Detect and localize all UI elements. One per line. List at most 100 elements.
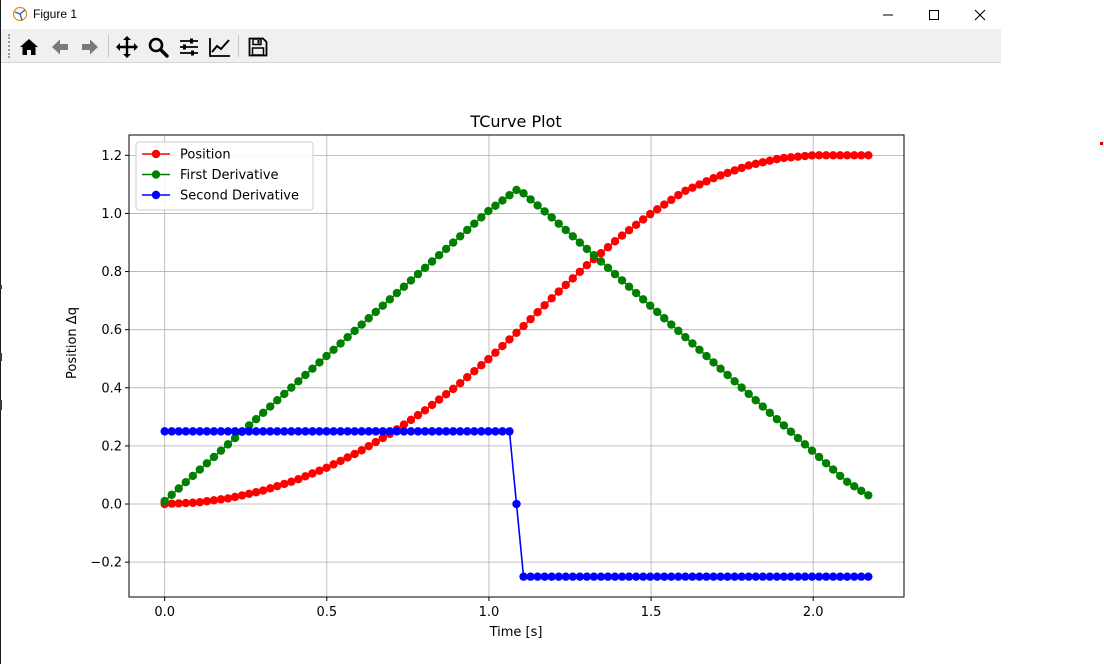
x-tick-label: 1.5 bbox=[641, 605, 662, 620]
series-first-derivative bbox=[160, 185, 873, 506]
data-point-position bbox=[364, 441, 373, 451]
configure-subplots-button[interactable] bbox=[175, 33, 203, 61]
data-point-first-derivative bbox=[744, 389, 753, 399]
x-tick-label: 0.5 bbox=[316, 605, 337, 620]
data-point-position bbox=[779, 153, 789, 163]
data-point-first-derivative bbox=[709, 358, 718, 367]
data-point-second-derivative bbox=[301, 427, 310, 436]
data-point-first-derivative bbox=[343, 332, 352, 342]
data-point-second-derivative bbox=[463, 427, 472, 436]
data-point-position bbox=[258, 486, 268, 495]
data-point-position bbox=[674, 190, 683, 200]
data-point-first-derivative bbox=[526, 195, 535, 204]
stray-red-dot bbox=[1100, 142, 1103, 145]
forward-button[interactable] bbox=[76, 33, 104, 61]
legend-label: First Derivative bbox=[180, 168, 279, 183]
data-point-second-derivative bbox=[850, 572, 859, 581]
zoom-button[interactable] bbox=[144, 33, 172, 61]
data-point-position bbox=[251, 488, 261, 497]
data-point-position bbox=[681, 186, 690, 196]
maximize-button[interactable] bbox=[911, 0, 957, 29]
data-point-position bbox=[188, 498, 198, 507]
legend-entry-first-derivative: First Derivative bbox=[142, 168, 279, 183]
data-point-second-derivative bbox=[835, 572, 845, 581]
data-point-position bbox=[723, 168, 732, 178]
save-button[interactable] bbox=[244, 33, 272, 61]
data-point-first-derivative bbox=[793, 433, 803, 443]
edit-axis-button[interactable] bbox=[206, 33, 234, 61]
data-point-first-derivative bbox=[702, 351, 711, 361]
close-button[interactable] bbox=[957, 0, 1003, 29]
data-point-second-derivative bbox=[624, 572, 634, 581]
data-point-second-derivative bbox=[730, 572, 739, 581]
home-button[interactable] bbox=[15, 33, 43, 61]
data-point-position bbox=[800, 151, 810, 161]
data-point-first-derivative bbox=[287, 383, 296, 392]
data-point-second-derivative bbox=[406, 427, 416, 436]
data-point-second-derivative bbox=[688, 572, 697, 581]
data-point-position bbox=[287, 477, 296, 486]
data-point-second-derivative bbox=[167, 427, 176, 436]
data-point-second-derivative bbox=[617, 572, 627, 581]
data-point-first-derivative bbox=[406, 276, 416, 285]
pan-icon bbox=[116, 36, 138, 58]
data-point-position bbox=[582, 261, 592, 270]
x-tick-label: 2.0 bbox=[803, 605, 824, 620]
minimize-button[interactable] bbox=[865, 0, 911, 29]
data-point-first-derivative bbox=[786, 427, 796, 436]
data-point-position bbox=[434, 395, 444, 404]
data-point-position bbox=[547, 294, 556, 303]
data-point-first-derivative bbox=[589, 251, 599, 260]
data-point-position bbox=[568, 274, 577, 283]
data-point-second-derivative bbox=[751, 572, 760, 581]
data-point-second-derivative bbox=[547, 572, 556, 581]
chart-title: TCurve Plot bbox=[469, 112, 561, 131]
data-point-second-derivative bbox=[807, 572, 817, 581]
data-point-first-derivative bbox=[498, 196, 507, 205]
data-point-first-derivative bbox=[688, 339, 697, 348]
data-point-first-derivative bbox=[807, 446, 817, 455]
data-point-second-derivative bbox=[667, 572, 676, 581]
data-point-second-derivative bbox=[737, 572, 746, 581]
data-point-first-derivative bbox=[336, 339, 345, 348]
data-point-position bbox=[596, 249, 606, 258]
edit-axis-icon bbox=[209, 38, 230, 57]
data-point-second-derivative bbox=[251, 427, 261, 436]
data-point-second-derivative bbox=[772, 572, 782, 581]
title-bar[interactable]: Figure 1 bbox=[1, 0, 1001, 29]
axes-frame bbox=[128, 134, 905, 598]
data-point-second-derivative bbox=[491, 427, 500, 436]
series-group bbox=[160, 151, 873, 581]
data-point-second-derivative bbox=[441, 427, 451, 436]
data-point-first-derivative bbox=[315, 358, 324, 367]
data-point-position bbox=[498, 341, 507, 351]
data-point-first-derivative bbox=[209, 452, 219, 462]
data-point-position bbox=[695, 180, 704, 189]
back-button[interactable] bbox=[46, 33, 74, 61]
data-point-second-derivative bbox=[674, 572, 683, 581]
data-point-second-derivative bbox=[575, 572, 585, 581]
window-title: Figure 1 bbox=[33, 7, 78, 21]
figure-canvas[interactable]: TCurve Plot 0.0 0.5 1.0 1.5 2.0 −0.2 0.0 0.2 0.4… bbox=[1, 63, 1001, 663]
data-point-second-derivative bbox=[596, 572, 606, 581]
data-point-position bbox=[230, 492, 240, 502]
data-point-second-derivative bbox=[484, 427, 493, 436]
data-point-position bbox=[561, 280, 570, 290]
pan-button[interactable] bbox=[113, 33, 141, 61]
data-point-first-derivative bbox=[519, 189, 528, 198]
toolbar-grip[interactable] bbox=[8, 34, 13, 58]
data-point-position bbox=[857, 151, 866, 160]
data-point-first-derivative bbox=[610, 269, 620, 279]
figure-window: Figure 1 bbox=[0, 0, 1001, 664]
home-icon bbox=[20, 39, 38, 55]
data-point-first-derivative bbox=[814, 452, 824, 462]
legend-swatch-marker bbox=[151, 170, 161, 179]
data-point-second-derivative bbox=[470, 427, 479, 436]
data-point-position bbox=[667, 195, 676, 205]
data-point-position bbox=[420, 406, 430, 415]
data-point-position bbox=[195, 497, 205, 507]
data-point-second-derivative bbox=[779, 572, 789, 581]
data-point-position bbox=[828, 151, 838, 160]
data-point-position bbox=[744, 161, 753, 170]
series-position bbox=[160, 151, 873, 509]
